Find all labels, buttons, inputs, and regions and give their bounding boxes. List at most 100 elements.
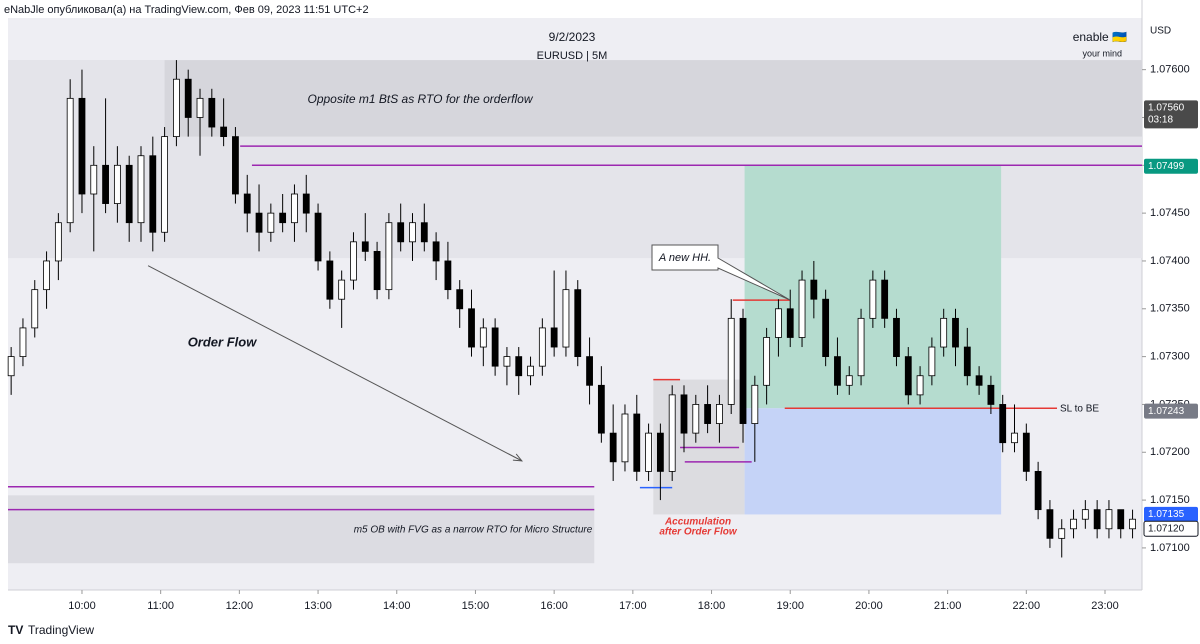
annotation: Opposite m1 BtS as RTO for the orderflow: [308, 92, 534, 106]
candle-body: [834, 356, 841, 386]
x-tick-label: 15:00: [462, 600, 490, 612]
x-tick-label: 22:00: [1013, 600, 1041, 612]
chart-title: 9/2/2023: [549, 30, 596, 44]
candle-body: [1117, 509, 1125, 530]
candle-body: [503, 356, 511, 367]
candle-body: [125, 164, 133, 224]
x-tick-label: 16:00: [540, 600, 568, 612]
y-tick-label: 1.07200: [1150, 446, 1190, 458]
candle-body: [113, 164, 121, 204]
candle-body: [1081, 509, 1089, 520]
candle-body: [326, 260, 334, 300]
candle-body: [432, 241, 440, 262]
candle-body: [704, 404, 712, 424]
candle-body: [609, 432, 617, 463]
candle-body: [397, 222, 405, 243]
candle-body: [515, 356, 523, 377]
candle-body: [1058, 528, 1066, 539]
zone: [8, 495, 595, 564]
candle-body: [456, 289, 464, 310]
candle-body: [999, 404, 1007, 444]
candle-body: [31, 289, 39, 329]
candle-body: [243, 193, 251, 214]
candle-body: [279, 212, 287, 224]
candle-body: [586, 356, 593, 386]
candle-body: [928, 346, 936, 377]
annotation: after Order Flow: [659, 527, 737, 538]
brand-sub: your mind: [1082, 48, 1122, 58]
candle-body: [527, 365, 534, 377]
candle-body: [291, 193, 298, 224]
candle-body: [1022, 432, 1030, 472]
candle-body: [409, 222, 416, 243]
currency: USD: [1150, 26, 1171, 37]
candle-body: [845, 375, 853, 386]
candle-body: [987, 384, 995, 405]
candle-body: [810, 279, 818, 300]
candle-body: [350, 241, 357, 281]
x-tick-label: 13:00: [304, 600, 332, 612]
y-tick-label: 1.07300: [1150, 351, 1190, 363]
candle-body: [727, 317, 735, 405]
candle-body: [361, 241, 369, 252]
price-tag-label: 1.07499: [1148, 161, 1185, 172]
price-tag-label: 1.07120: [1148, 523, 1185, 534]
y-tick-label: 1.07150: [1150, 494, 1190, 506]
candle-body: [267, 212, 275, 233]
candle-body: [645, 432, 652, 472]
candle-body: [869, 279, 877, 319]
y-tick-label: 1.07100: [1150, 542, 1190, 554]
candle-body: [78, 97, 86, 195]
candle-body: [232, 136, 239, 195]
arrow: [147, 265, 523, 462]
chart-subtitle: EURUSD | 5M: [537, 50, 608, 62]
candle-body: [798, 279, 806, 338]
price-tag-label: 1.07135: [1148, 509, 1185, 520]
candle-body: [314, 212, 322, 262]
candle-body: [597, 384, 605, 434]
candle-body: [491, 327, 499, 367]
annotation: Order Flow: [188, 334, 258, 349]
zone: [744, 408, 1002, 515]
candle-body: [208, 97, 216, 128]
candle-body: [468, 308, 475, 348]
candle-body: [680, 394, 688, 434]
price-tag-sub: 03:18: [1148, 115, 1173, 126]
candle-body: [692, 404, 700, 434]
price-tag: [1144, 100, 1198, 129]
x-tick-label: 14:00: [383, 600, 411, 612]
candle-body: [1070, 518, 1077, 530]
candle-body: [19, 327, 27, 358]
candle-body: [1011, 432, 1018, 444]
candle-body: [1105, 509, 1113, 530]
price-tag: [1143, 520, 1199, 537]
candle-body: [255, 212, 263, 233]
candle-body: [975, 375, 983, 386]
candle-body: [220, 126, 228, 138]
candle-body: [716, 404, 723, 424]
candle-body: [857, 317, 865, 377]
x-tick-label: 21:00: [934, 600, 962, 612]
candle-body: [184, 78, 192, 118]
candle-body: [385, 222, 393, 291]
candle-body: [963, 346, 971, 377]
candle-body: [668, 394, 676, 472]
candle-body: [893, 317, 900, 358]
x-tick-label: 18:00: [698, 600, 726, 612]
candle-body: [1046, 509, 1054, 539]
x-tick-label: 17:00: [619, 600, 647, 612]
candle-body: [1034, 470, 1042, 511]
annotation: A new HH.: [658, 252, 711, 264]
candle-body: [822, 298, 830, 358]
candle-body: [137, 155, 145, 224]
candle-body: [763, 337, 771, 386]
candle-body: [775, 308, 782, 338]
callout: [651, 244, 791, 301]
candle-body: [656, 432, 664, 472]
x-tick-label: 23:00: [1091, 600, 1119, 612]
price-tag-label: 1.07243: [1148, 406, 1185, 417]
candle-body: [562, 289, 570, 348]
annotation: Accumulation: [664, 517, 731, 528]
y-tick-label: 1.07350: [1150, 303, 1190, 315]
